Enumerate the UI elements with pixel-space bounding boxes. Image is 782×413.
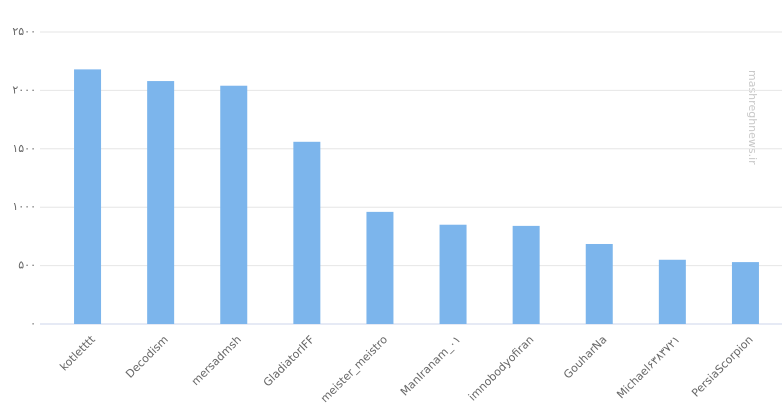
bar bbox=[512, 225, 540, 324]
x-tick-label: Michael۶۳۸۳۷۲۱ bbox=[614, 333, 682, 401]
y-tick-label: ۱۰۰۰ bbox=[12, 200, 36, 213]
bar bbox=[658, 259, 686, 324]
watermark: mashreghnews.ir bbox=[746, 70, 759, 165]
x-tick-label: meister_meistro bbox=[318, 333, 390, 405]
x-tick-label: GladiatorIFF bbox=[261, 333, 317, 389]
bar bbox=[147, 81, 175, 324]
y-tick-label: ۲۵۰۰ bbox=[12, 25, 36, 38]
bar bbox=[74, 69, 102, 324]
x-tick-label: PersiaScorpion bbox=[689, 333, 756, 400]
x-tick-label: imnobodyofiran bbox=[466, 333, 536, 403]
y-tick-label: ۲۰۰۰ bbox=[12, 83, 36, 96]
x-tick-label: ManIranam_۰۱ bbox=[398, 333, 463, 398]
bar bbox=[439, 224, 467, 324]
bar bbox=[731, 262, 759, 324]
bar bbox=[585, 243, 613, 324]
bar bbox=[293, 141, 321, 324]
x-tick-label: mersadmsh bbox=[189, 333, 244, 388]
bar bbox=[366, 211, 394, 324]
y-tick-label: ۱۵۰۰ bbox=[12, 142, 36, 155]
x-tick-label: GouharNa bbox=[561, 333, 609, 381]
y-tick-label: ۰ bbox=[30, 317, 36, 330]
y-tick-label: ۵۰۰ bbox=[18, 259, 36, 272]
x-tick-label: kotletttt bbox=[57, 333, 98, 374]
x-tick-label: Decodism bbox=[123, 333, 171, 381]
bar bbox=[220, 85, 248, 324]
